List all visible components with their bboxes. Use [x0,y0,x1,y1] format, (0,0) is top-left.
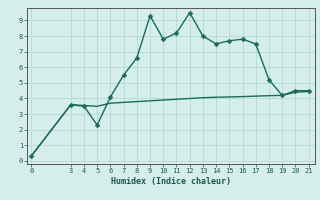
X-axis label: Humidex (Indice chaleur): Humidex (Indice chaleur) [111,177,231,186]
